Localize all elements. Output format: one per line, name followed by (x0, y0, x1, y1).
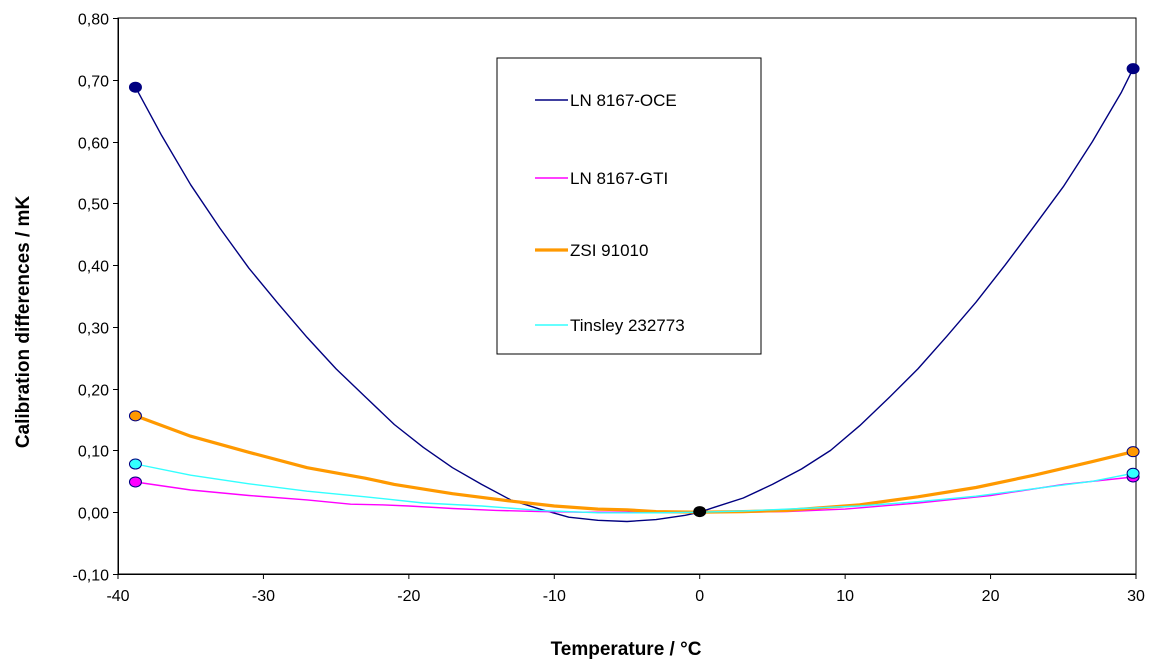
x-tick-label: -10 (543, 588, 566, 605)
data-marker (1126, 63, 1140, 75)
legend: LN 8167-OCE LN 8167-GTI ZSI 91010 Tinsley 2… (496, 57, 762, 355)
data-marker (1126, 467, 1140, 479)
y-tick-label: 0,00 (78, 506, 109, 523)
y-tick-label: 0,10 (78, 444, 109, 461)
y-tick-label: 0,40 (78, 259, 109, 276)
data-marker (1126, 446, 1140, 458)
legend-label: LN 8167-OCE (570, 91, 677, 110)
legend-label: ZSI 91010 (570, 241, 648, 260)
y-tick-label: 0,70 (78, 74, 109, 91)
x-tick-label: 10 (836, 588, 854, 605)
y-tick-label: 0,80 (78, 12, 109, 29)
y-tick-label: 0,60 (78, 136, 109, 153)
x-tick-label: -20 (397, 588, 420, 605)
legend-box (496, 57, 762, 355)
legend-label: LN 8167-GTI (570, 169, 668, 188)
x-tick-label: 30 (1127, 588, 1145, 605)
y-tick-label: 0,30 (78, 321, 109, 338)
series-markers (128, 63, 1140, 518)
x-axis-title: Temperature / °C (551, 639, 702, 660)
data-marker (128, 410, 142, 422)
data-marker (693, 506, 707, 518)
y-axis-title: Calibration differences / mK (13, 196, 34, 449)
y-tick-label: 0,20 (78, 383, 109, 400)
series-line (134, 67, 1134, 523)
data-marker (128, 458, 142, 470)
x-tick-label: -30 (252, 588, 275, 605)
y-tick-label: 0,50 (78, 197, 109, 214)
data-marker (128, 81, 142, 93)
y-tick-label: -0,10 (73, 568, 110, 585)
x-tick-label: 0 (695, 588, 704, 605)
x-tick-label: 20 (982, 588, 1000, 605)
series-line (134, 463, 1134, 514)
series-lines (133, 67, 1135, 523)
data-marker (128, 476, 142, 488)
axes: -0,10 0,00 0,10 0,20 0,30 0,40 0,50 0,60 0,70 0,8… (73, 12, 1145, 606)
x-tick-label: -40 (106, 588, 129, 605)
series-line (133, 414, 1135, 514)
legend-label: Tinsley 232773 (570, 316, 685, 335)
